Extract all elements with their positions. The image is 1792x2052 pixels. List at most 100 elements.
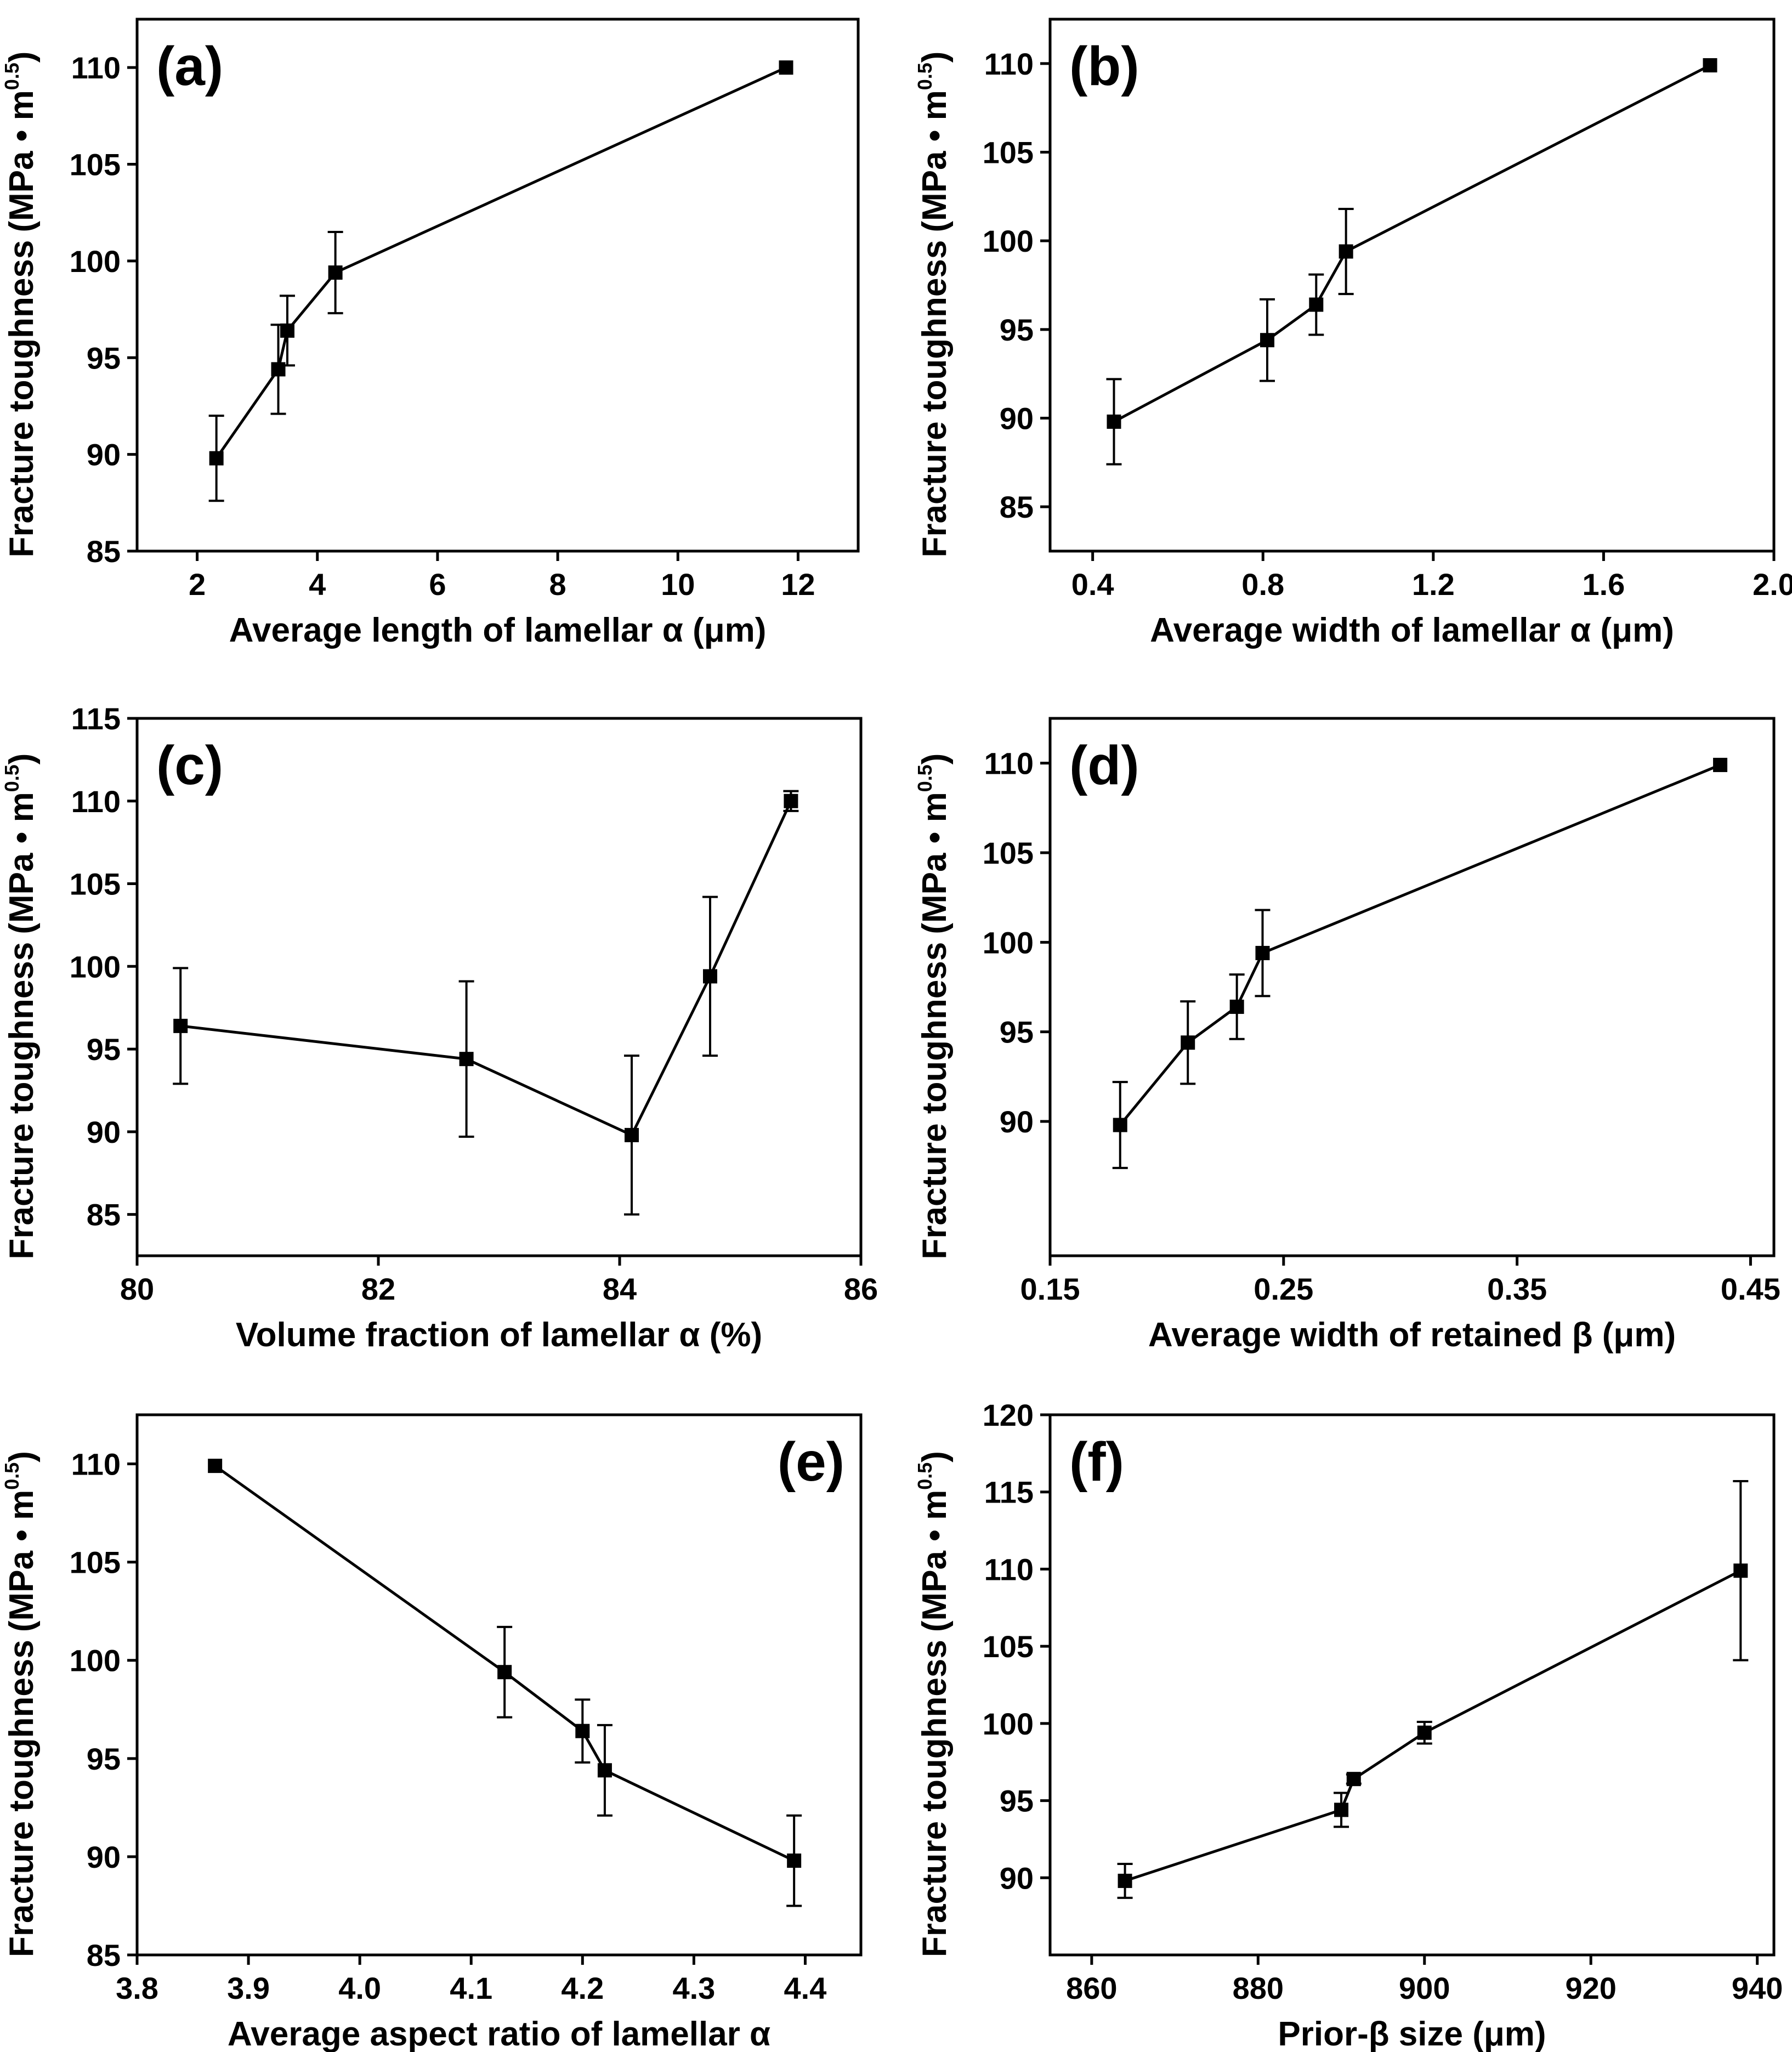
panel-label: (c) — [156, 735, 223, 796]
data-point-marker — [1334, 1802, 1349, 1817]
y-tick-label: 100 — [70, 949, 121, 984]
data-point-marker — [328, 265, 343, 280]
y-tick-label: 110 — [984, 746, 1034, 781]
y-axis-unit: (MPa • m — [3, 792, 41, 934]
y-tick-label: 85 — [87, 1198, 121, 1232]
plot-frame — [1048, 717, 1776, 1257]
data-point-marker — [1309, 297, 1324, 312]
data-point-marker — [208, 1459, 223, 1473]
panel-label: (d) — [1069, 735, 1139, 796]
y-tick-label: 90 — [1000, 401, 1034, 436]
series-line — [1119, 763, 1721, 1126]
data-point-marker — [1229, 999, 1244, 1014]
x-tick-label: 12 — [781, 567, 815, 602]
data-point-marker — [1346, 1772, 1361, 1787]
x-tick-label: 1.2 — [1412, 567, 1455, 602]
y-tick-label: 115 — [71, 701, 121, 736]
x-tick-label: 1.6 — [1582, 567, 1625, 602]
data-point-marker — [625, 1127, 639, 1142]
y-axis-unit-exponent: 0.5 — [1, 764, 23, 792]
y-axis-unit-close: ) — [916, 753, 954, 765]
data-point-marker — [1733, 1563, 1748, 1578]
plot-frame — [135, 18, 860, 553]
x-tick-label: 86 — [844, 1272, 878, 1306]
y-axis-unit-exponent: 0.5 — [914, 63, 936, 90]
x-tick-label: 2 — [189, 567, 206, 602]
y-axis-unit-close: ) — [916, 1451, 954, 1463]
y-axis-label: Fracture toughness (MPa • m0.5) — [1, 52, 41, 558]
y-tick-label: 110 — [71, 1447, 121, 1482]
x-tick-label: 0.15 — [1020, 1272, 1080, 1306]
y-tick-label: 90 — [87, 438, 121, 472]
plot-frame — [135, 717, 863, 1257]
x-tick-label: 84 — [603, 1272, 637, 1306]
y-tick-label: 110 — [71, 50, 121, 85]
y-axis-unit-close: ) — [3, 1451, 41, 1463]
x-axis-label: Average length of lamellar α (μm) — [229, 611, 767, 649]
chart-panel-f: 860 880 900 920 940 90 95 100 105 110 115 120 Prior-… — [914, 1398, 1783, 2052]
chart-panel-b: 0.4 0.8 1.2 1.6 2.0 85 90 95 100 105 110 Average wi… — [914, 18, 1792, 649]
data-point-marker — [787, 1853, 802, 1868]
x-tick-label: 4.0 — [338, 1971, 381, 2005]
data-point-marker — [271, 362, 286, 377]
y-axis-unit-close: ) — [916, 52, 954, 63]
data-point-marker — [1417, 1725, 1432, 1740]
x-tick-label: 940 — [1732, 1971, 1783, 2005]
data-point-marker — [1713, 757, 1728, 772]
y-axis-unit-exponent: 0.5 — [1, 63, 23, 90]
x-axis-label: Average aspect ratio of lamellar α — [228, 2015, 770, 2052]
y-axis-unit: (MPa • m — [916, 792, 954, 934]
y-tick-label: 95 — [87, 1742, 121, 1776]
y-tick-label: 100 — [70, 1643, 121, 1678]
x-tick-label: 4.2 — [561, 1971, 604, 2005]
y-tick-label: 110 — [984, 1552, 1034, 1586]
data-point-marker — [779, 60, 793, 75]
x-tick-label: 10 — [661, 567, 695, 602]
x-tick-label: 82 — [361, 1272, 395, 1306]
chart-panel-a: 2 4 6 8 10 12 85 90 95 100 105 110 Average length of… — [1, 18, 860, 649]
y-tick-label: 95 — [87, 341, 121, 375]
y-axis-label-text: Fracture toughness — [3, 942, 41, 1260]
y-tick-label: 100 — [983, 224, 1034, 258]
x-tick-label: 8 — [549, 567, 566, 602]
series-line — [180, 800, 792, 1137]
y-axis-label-text: Fracture toughness — [3, 240, 41, 558]
y-tick-label: 90 — [1000, 1861, 1034, 1895]
y-tick-label: 105 — [70, 867, 121, 902]
plot-frame — [1048, 1413, 1776, 1957]
x-tick-label: 880 — [1233, 1971, 1284, 2005]
y-axis-unit: (MPa • m — [3, 90, 41, 232]
y-tick-label: 85 — [87, 1938, 121, 1972]
data-point-marker — [459, 1052, 474, 1067]
x-tick-label: 920 — [1565, 1971, 1616, 2005]
panel-label: (b) — [1069, 36, 1139, 97]
series-line — [1113, 64, 1711, 423]
y-axis-unit-exponent: 0.5 — [914, 764, 936, 792]
y-axis-unit-close: ) — [3, 753, 41, 765]
y-tick-label: 105 — [70, 1545, 121, 1580]
data-point-marker — [784, 793, 798, 808]
panel-label: (f) — [1069, 1431, 1124, 1493]
chart-panel-c: 80 82 84 86 85 90 95 100 105 110 115 Volume fractio… — [1, 701, 878, 1354]
data-point-marker — [280, 323, 294, 338]
y-tick-label: 105 — [983, 1629, 1034, 1664]
data-point-marker — [1181, 1035, 1195, 1050]
data-point-marker — [575, 1724, 590, 1738]
x-axis-label: Average width of lamellar α (μm) — [1150, 611, 1674, 649]
y-tick-label: 95 — [87, 1032, 121, 1067]
data-point-marker — [209, 451, 224, 466]
y-axis-label: Fracture toughness (MPa • m0.5) — [914, 753, 954, 1260]
x-tick-label: 4.3 — [672, 1971, 715, 2005]
y-tick-label: 90 — [1000, 1104, 1034, 1139]
x-tick-label: 4 — [309, 567, 326, 602]
x-axis-label: Prior-β size (μm) — [1278, 2015, 1546, 2052]
y-tick-label: 90 — [87, 1115, 121, 1149]
x-tick-label: 2.0 — [1753, 567, 1792, 602]
data-point-marker — [1339, 244, 1353, 259]
data-point-marker — [173, 1018, 188, 1033]
x-tick-label: 80 — [120, 1272, 154, 1306]
y-axis-unit: (MPa • m — [916, 1490, 954, 1632]
x-tick-label: 3.9 — [227, 1971, 270, 2005]
y-tick-label: 105 — [983, 135, 1034, 170]
